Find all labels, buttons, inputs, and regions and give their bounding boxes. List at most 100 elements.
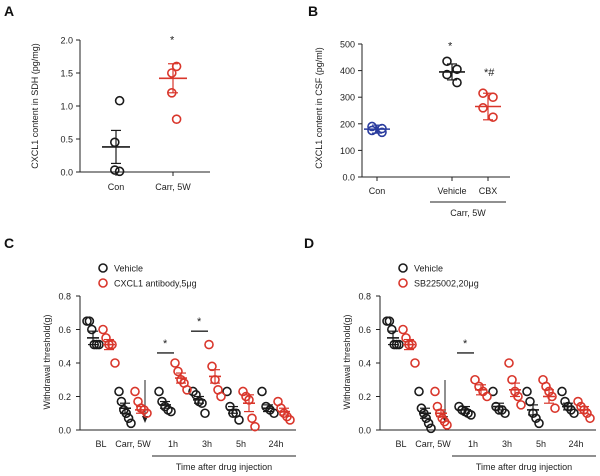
panel-b: B 0.0 100 200 300 400 500 CXCL1 content in CSF … bbox=[308, 3, 510, 218]
data-point bbox=[410, 358, 420, 368]
data-point bbox=[170, 358, 180, 368]
data-point bbox=[488, 92, 498, 102]
group-label: Time after drug injection bbox=[176, 462, 272, 472]
panel-letter: B bbox=[308, 3, 318, 19]
x-category-label: 5h bbox=[236, 439, 246, 449]
panel-d: D 0.0 0.2 0.4 0.6 0.8 Withdrawal threshold(g) B… bbox=[304, 235, 596, 472]
significance-marker: * bbox=[170, 34, 175, 46]
data-point bbox=[500, 408, 510, 419]
x-category-label: 1h bbox=[168, 439, 178, 449]
x-category-label: 5h bbox=[536, 439, 546, 449]
data-point bbox=[452, 77, 462, 88]
data-point bbox=[478, 103, 488, 113]
y-axis-label: Withdrawal threshold(g) bbox=[342, 314, 352, 409]
y-tick-label: 0.2 bbox=[358, 392, 371, 402]
data-point bbox=[482, 391, 492, 402]
data-point bbox=[384, 316, 395, 326]
data-point bbox=[114, 166, 125, 177]
data-point bbox=[488, 112, 498, 122]
data-point bbox=[430, 386, 440, 397]
data-point bbox=[525, 396, 535, 407]
y-tick-label: 200 bbox=[340, 119, 355, 129]
legend-marker bbox=[398, 278, 408, 288]
data-point bbox=[504, 358, 514, 368]
y-tick-label: 0.4 bbox=[358, 359, 371, 369]
data-point bbox=[123, 413, 134, 424]
y-tick-label: 0.0 bbox=[58, 426, 71, 436]
data-point bbox=[182, 384, 192, 395]
x-category-label: Vehicle bbox=[437, 186, 466, 196]
legend-label: Vehicle bbox=[114, 264, 143, 274]
data-point bbox=[114, 386, 124, 397]
legend-marker bbox=[98, 278, 108, 288]
y-tick-label: 0.8 bbox=[58, 292, 71, 302]
data-point bbox=[466, 410, 476, 420]
data-point bbox=[114, 95, 125, 106]
data-point bbox=[426, 423, 436, 434]
data-point bbox=[116, 396, 127, 407]
data-point bbox=[507, 374, 517, 385]
data-point bbox=[531, 413, 541, 424]
x-category-label: Carr, 5W bbox=[115, 439, 151, 449]
data-point bbox=[560, 396, 570, 407]
data-point bbox=[442, 56, 452, 67]
x-category-label: 24h bbox=[568, 439, 583, 449]
legend-label: SB225002,20μg bbox=[414, 279, 479, 289]
panel-c: C 0.0 0.2 0.4 0.6 0.8 Withdrawal threshold(g) B… bbox=[4, 235, 296, 472]
data-point bbox=[488, 386, 498, 397]
data-point bbox=[557, 386, 567, 397]
x-category-label: 3h bbox=[502, 439, 512, 449]
legend-marker bbox=[398, 263, 408, 273]
data-point bbox=[216, 391, 226, 402]
data-point bbox=[207, 361, 217, 372]
x-category-label: 1h bbox=[468, 439, 478, 449]
y-axis-label: CXCL1 content in CSF (pg/ml) bbox=[314, 47, 324, 169]
y-tick-label: 0.2 bbox=[58, 392, 71, 402]
group-label: Time after drug injection bbox=[476, 462, 572, 472]
data-point bbox=[110, 358, 120, 368]
significance-marker: *# bbox=[484, 67, 495, 79]
data-point bbox=[167, 68, 177, 78]
y-tick-label: 400 bbox=[340, 66, 355, 76]
data-point bbox=[522, 386, 532, 397]
y-tick-label: 1.5 bbox=[60, 69, 73, 79]
data-point bbox=[222, 386, 232, 397]
significance-marker: * bbox=[197, 316, 202, 328]
y-tick-label: 0.6 bbox=[58, 325, 71, 335]
legend-label: CXCL1 antibody,5μg bbox=[114, 279, 197, 289]
data-point bbox=[173, 366, 183, 377]
data-point bbox=[166, 406, 176, 417]
data-point bbox=[573, 396, 583, 407]
data-point bbox=[534, 418, 544, 429]
y-tick-label: 0.0 bbox=[60, 168, 73, 178]
data-point bbox=[84, 316, 95, 326]
data-point bbox=[398, 324, 408, 335]
x-category-label: 3h bbox=[202, 439, 212, 449]
x-category-label: CBX bbox=[479, 186, 498, 196]
y-tick-label: 0.6 bbox=[358, 325, 371, 335]
y-tick-label: 500 bbox=[340, 40, 355, 50]
data-point bbox=[257, 386, 267, 397]
y-axis-label: CXCL1 content in SDH (pg/mg) bbox=[30, 43, 40, 169]
data-point bbox=[154, 386, 164, 397]
data-point bbox=[110, 165, 120, 175]
significance-marker: * bbox=[163, 338, 168, 350]
y-tick-label: 1.0 bbox=[60, 102, 73, 112]
data-point bbox=[110, 137, 120, 148]
data-point bbox=[541, 381, 551, 392]
y-tick-label: 0.0 bbox=[342, 173, 355, 183]
data-point bbox=[285, 415, 295, 425]
y-tick-label: 0.8 bbox=[358, 292, 371, 302]
x-category-label: Con bbox=[108, 182, 125, 192]
data-point bbox=[238, 386, 248, 397]
y-tick-label: 300 bbox=[340, 93, 355, 103]
data-point bbox=[247, 413, 257, 424]
legend-label: Vehicle bbox=[414, 264, 443, 274]
data-point bbox=[470, 374, 480, 385]
x-category-label: Con bbox=[369, 186, 386, 196]
data-point bbox=[204, 339, 214, 350]
y-tick-label: 100 bbox=[340, 146, 355, 156]
x-category-label: Carr, 5W bbox=[415, 439, 451, 449]
data-point bbox=[414, 386, 424, 397]
